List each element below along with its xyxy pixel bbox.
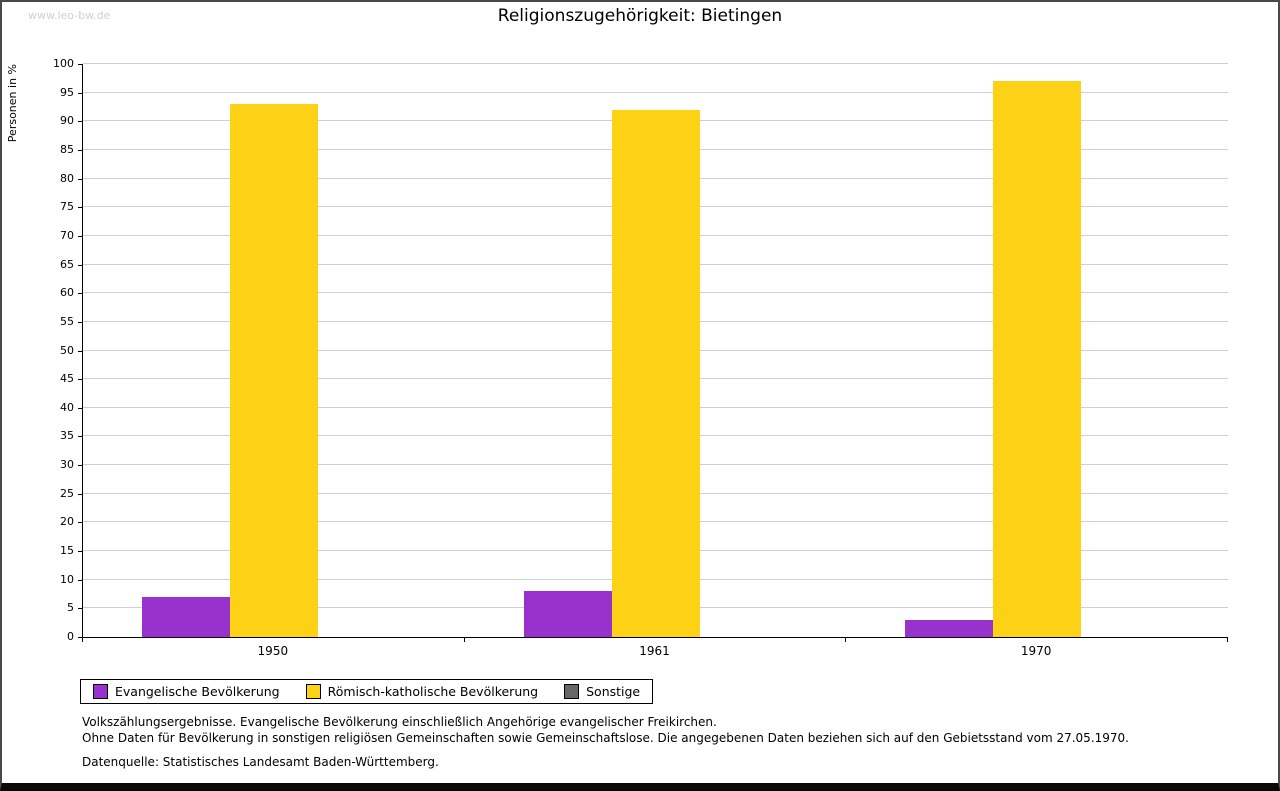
gridline xyxy=(83,91,1228,93)
y-tick-mark xyxy=(78,264,82,266)
y-axis-title: Personen in % xyxy=(6,64,19,143)
x-tick-label: 1961 xyxy=(639,644,670,658)
y-tick-label: 55 xyxy=(60,314,74,328)
footnotes: Volkszählungsergebnisse. Evangelische Be… xyxy=(82,714,1222,746)
legend-swatch-2 xyxy=(564,684,580,699)
y-tick-label: 65 xyxy=(60,257,74,271)
y-tick-mark xyxy=(78,235,82,237)
x-tick-mark xyxy=(845,638,847,642)
bar-1950-series-1 xyxy=(229,104,318,637)
y-tick-mark xyxy=(78,207,82,209)
y-tick-mark xyxy=(78,551,82,553)
legend-item-1: Römisch-katholische Bevölkerung xyxy=(305,684,539,699)
y-tick-label: 5 xyxy=(67,601,74,615)
y-tick-label: 90 xyxy=(60,114,74,128)
y-tick-mark xyxy=(78,321,82,323)
site-watermark: www.leo-bw.de xyxy=(28,9,111,22)
legend-label-0: Evangelische Bevölkerung xyxy=(115,684,280,699)
x-tick-label: 1970 xyxy=(1020,644,1052,658)
chart-title: Religionszugehörigkeit: Bietingen xyxy=(497,6,783,26)
y-tick-label: 95 xyxy=(60,85,74,99)
y-tick-mark xyxy=(78,178,82,180)
legend-item-2: Sonstige xyxy=(564,684,640,699)
bar-1970-series-1 xyxy=(993,81,1082,637)
x-tick-mark xyxy=(82,638,83,642)
y-tick-label: 35 xyxy=(60,429,74,443)
x-tick-label: 1950 xyxy=(257,644,289,658)
footnote-line-2: Ohne Daten für Bevölkerung in sonstigen … xyxy=(82,731,1129,745)
gridline xyxy=(83,63,1228,64)
y-tick-mark xyxy=(78,637,82,638)
y-tick-mark xyxy=(78,121,82,123)
y-tick-label: 85 xyxy=(60,142,74,156)
legend: Evangelische Bevölkerung Römisch-katholis… xyxy=(80,679,654,704)
bar-1961-series-1 xyxy=(611,109,700,637)
y-tick-label: 100 xyxy=(53,57,74,70)
y-tick-label: 80 xyxy=(60,171,74,185)
plot-area xyxy=(82,63,1228,638)
legend-swatch-1 xyxy=(305,684,321,699)
legend-label-2: Sonstige xyxy=(586,684,641,699)
y-tick-label: 10 xyxy=(60,572,74,586)
legend-swatch-0 xyxy=(93,684,108,699)
y-tick-label: 75 xyxy=(60,200,74,214)
y-tick-mark xyxy=(78,608,82,610)
y-tick-label: 60 xyxy=(60,286,74,300)
y-tick-label: 15 xyxy=(60,544,74,558)
y-tick-mark xyxy=(78,493,82,495)
y-tick-mark xyxy=(78,293,82,295)
y-tick-mark xyxy=(78,522,82,524)
footnote-source: Datenquelle: Statistisches Landesamt Bad… xyxy=(82,755,439,769)
chart: Personen in % 0 5 10 15 20 25 30 35 40 45 50 55 60 65… xyxy=(2,2,1280,662)
y-tick-label: 70 xyxy=(60,228,74,242)
y-tick-label: 25 xyxy=(60,486,74,500)
y-tick-label: 20 xyxy=(60,515,74,529)
y-tick-mark xyxy=(78,579,82,581)
y-tick-mark xyxy=(78,379,82,381)
legend-item-0: Evangelische Bevölkerung xyxy=(93,684,280,699)
y-tick-mark xyxy=(78,92,82,94)
y-tick-mark xyxy=(78,64,82,65)
y-tick-mark xyxy=(78,407,82,409)
bar-1961-series-0 xyxy=(523,591,612,637)
y-tick-label: 0 xyxy=(67,630,74,643)
x-tick-mark xyxy=(463,638,465,642)
footnote-line-1: Volkszählungsergebnisse. Evangelische Be… xyxy=(82,715,717,729)
bar-1950-series-0 xyxy=(141,596,230,637)
x-tick-mark xyxy=(1227,638,1228,642)
y-tick-label: 45 xyxy=(60,372,74,386)
y-tick-mark xyxy=(78,436,82,438)
bar-1970-series-0 xyxy=(905,619,994,637)
y-tick-label: 40 xyxy=(60,400,74,414)
y-tick-mark xyxy=(78,465,82,467)
y-tick-mark xyxy=(78,350,82,352)
legend-label-1: Römisch-katholische Bevölkerung xyxy=(327,684,539,699)
y-tick-label: 50 xyxy=(60,343,74,357)
y-tick-label: 30 xyxy=(60,458,74,472)
y-tick-mark xyxy=(78,149,82,151)
